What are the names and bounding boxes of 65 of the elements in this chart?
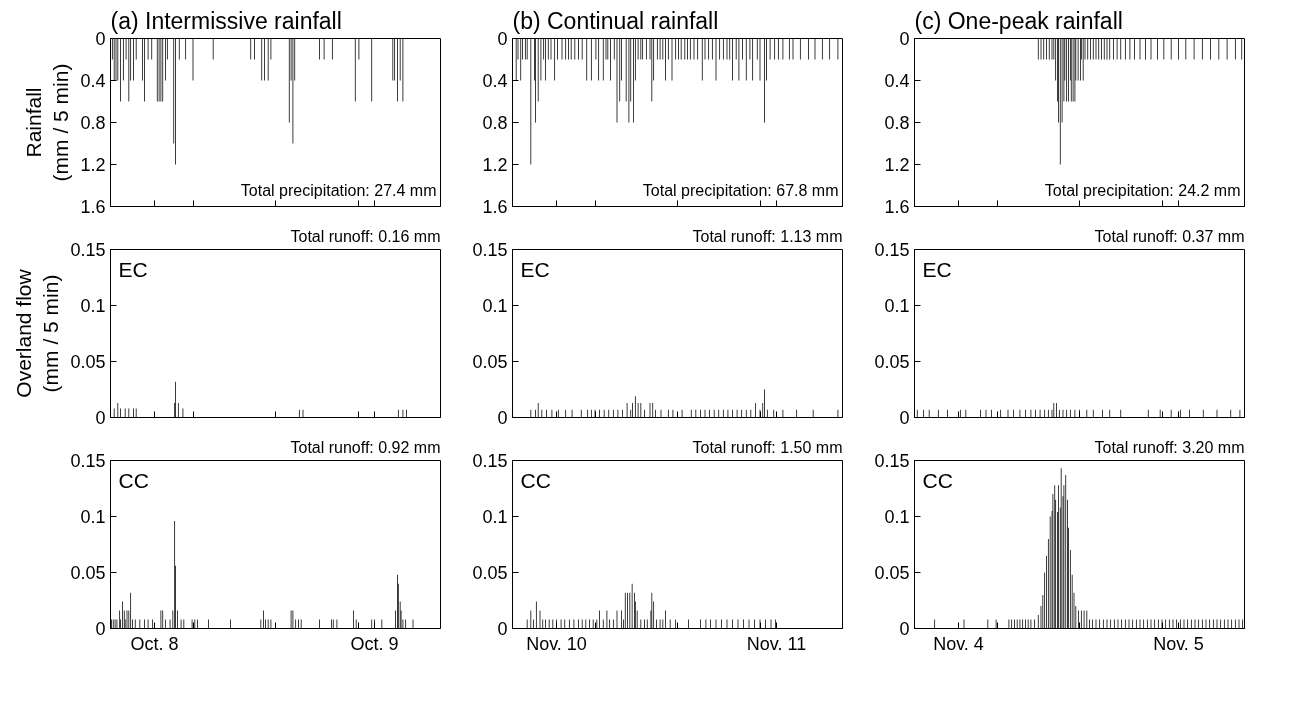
y-tick-label: 0.15 xyxy=(472,451,508,471)
y-tick-label: 0.15 xyxy=(874,240,910,260)
annotation: EC xyxy=(922,257,952,281)
chart-subtitle: Total runoff: 0.37 mm xyxy=(1094,227,1245,245)
y-tick-label: 1.6 xyxy=(482,197,508,217)
y-tick-label: 0.1 xyxy=(80,296,106,316)
y-tick-label: 0 xyxy=(899,29,910,49)
annotation: CC xyxy=(520,468,551,492)
x-tick-label: Nov. 10 xyxy=(526,633,587,654)
y-tick-label: 0.1 xyxy=(80,507,106,527)
y-tick-label: 0.8 xyxy=(884,113,910,133)
annotation: Total precipitation: 24.2 mm xyxy=(1044,181,1241,199)
y-axis-title: Rainfall (mm / 5 min) xyxy=(21,63,73,182)
annotation: CC xyxy=(118,468,149,492)
y-tick-label: 0.15 xyxy=(70,451,106,471)
y-tick-label: 0.1 xyxy=(482,296,508,316)
y-tick-label: 0.15 xyxy=(874,451,910,471)
y-tick-label: 0 xyxy=(95,29,106,49)
y-tick-label: 1.2 xyxy=(884,155,910,175)
y-tick-label: 0.1 xyxy=(482,507,508,527)
y-tick-label: 0.05 xyxy=(70,352,106,372)
x-tick-label: Nov. 11 xyxy=(746,633,807,654)
chart-subtitle: Total runoff: 0.92 mm xyxy=(290,438,441,456)
annotation: Total precipitation: 27.4 mm xyxy=(240,181,437,199)
chart-subtitle: Total runoff: 3.20 mm xyxy=(1094,438,1245,456)
y-tick-label: 0.05 xyxy=(70,563,106,583)
y-tick-label: 0.05 xyxy=(874,563,910,583)
chart-title: (c) One-peak rainfall xyxy=(914,7,1123,34)
y-tick-label: 0.15 xyxy=(70,240,106,260)
y-tick-label: 0.05 xyxy=(472,352,508,372)
y-tick-label: 0.05 xyxy=(472,563,508,583)
y-tick-label: 0.05 xyxy=(874,352,910,372)
y-tick-label: 1.2 xyxy=(482,155,508,175)
y-tick-label: 1.2 xyxy=(80,155,106,175)
chart-subtitle: Total runoff: 0.16 mm xyxy=(290,227,441,245)
y-tick-label: 1.6 xyxy=(80,197,106,217)
y-tick-label: 0.4 xyxy=(884,71,910,91)
y-tick-label: 0 xyxy=(497,408,508,428)
y-tick-label: 0 xyxy=(497,29,508,49)
y-tick-label: 1.6 xyxy=(884,197,910,217)
y-tick-label: 0.1 xyxy=(884,296,910,316)
y-tick-label: 0 xyxy=(899,619,910,639)
chart-subtitle: Total runoff: 1.13 mm xyxy=(692,227,843,245)
annotation: Total precipitation: 67.8 mm xyxy=(642,181,839,199)
annotation: CC xyxy=(922,468,953,492)
y-tick-label: 0 xyxy=(497,619,508,639)
x-tick-label: Nov. 5 xyxy=(1153,633,1204,654)
chart-title: (b) Continual rainfall xyxy=(512,7,719,34)
chart-subtitle: Total runoff: 1.50 mm xyxy=(692,438,843,456)
y-tick-label: 0.15 xyxy=(472,240,508,260)
x-tick-label: Oct. 8 xyxy=(130,633,179,654)
x-tick-label: Oct. 9 xyxy=(350,633,399,654)
x-tick-label: Nov. 4 xyxy=(933,633,984,654)
chart-title: (a) Intermissive rainfall xyxy=(110,7,342,34)
y-axis-title: Overland flow (mm / 5 min) xyxy=(11,268,63,398)
y-tick-label: 0 xyxy=(899,408,910,428)
y-tick-label: 0.1 xyxy=(884,507,910,527)
y-tick-label: 0 xyxy=(95,619,106,639)
annotation: EC xyxy=(520,257,550,281)
y-tick-label: 0.8 xyxy=(80,113,106,133)
y-tick-label: 0.8 xyxy=(482,113,508,133)
y-tick-label: 0 xyxy=(95,408,106,428)
y-tick-label: 0.4 xyxy=(80,71,106,91)
annotation: EC xyxy=(118,257,148,281)
y-tick-label: 0.4 xyxy=(482,71,508,91)
